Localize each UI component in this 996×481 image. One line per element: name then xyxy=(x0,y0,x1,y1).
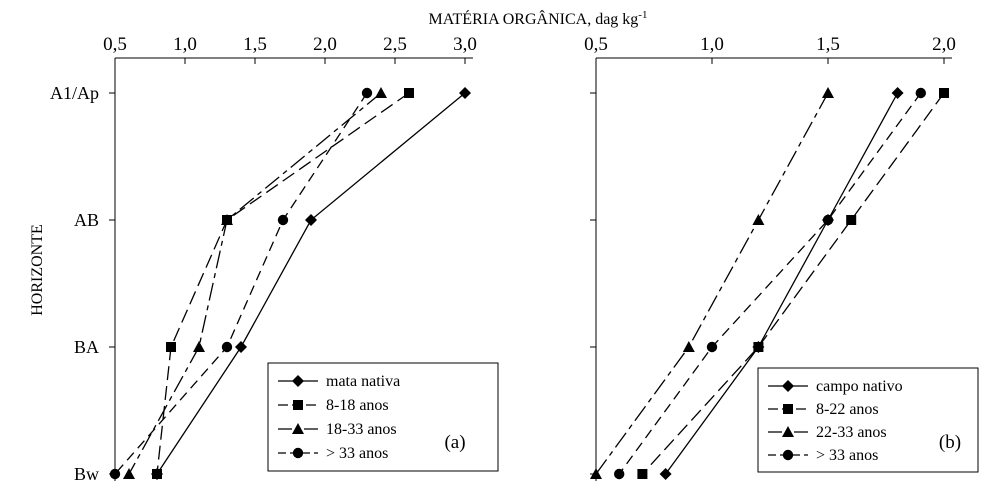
legend: campo nativo 8-22 anos 22-33 anos > 33 anos xyxy=(757,367,979,473)
data-point xyxy=(277,214,289,226)
legend-label: mata nativa xyxy=(326,373,400,390)
legend: mata nativa 8-18 anos 18-33 anos > 33 anos xyxy=(267,362,499,472)
data-point xyxy=(152,469,162,479)
y-axis-title: HORIZONTE xyxy=(29,224,46,316)
legend-marker xyxy=(293,400,303,410)
data-point xyxy=(846,215,857,225)
y-category-label: Bw xyxy=(74,464,99,481)
y-category-label: BA xyxy=(74,337,99,357)
data-point xyxy=(193,341,205,352)
data-point xyxy=(637,469,648,479)
panel-b: 0,5 1,0 1,5 2,0 campo nativo 8-22 anos 22-33 a… xyxy=(584,34,979,481)
data-point xyxy=(305,214,317,226)
legend-marker xyxy=(292,447,304,459)
data-point xyxy=(590,468,602,479)
legend-marker xyxy=(782,449,794,461)
legend-label: > 33 anos xyxy=(816,447,878,464)
data-point xyxy=(221,341,233,353)
series-line xyxy=(595,92,829,475)
legend-label: 8-18 anos xyxy=(326,397,389,414)
y-category-label: AB xyxy=(74,210,99,230)
x-tick-label: 2,0 xyxy=(313,34,337,55)
series-line xyxy=(641,92,945,475)
panel-label: (b) xyxy=(939,432,961,453)
x-tick-label: 0,5 xyxy=(103,34,127,55)
data-point xyxy=(404,88,414,98)
data-point xyxy=(109,468,121,480)
data-point xyxy=(891,87,904,99)
legend-marker xyxy=(292,423,304,434)
panel-label: (a) xyxy=(444,432,465,453)
series-line xyxy=(128,92,382,475)
x-axis-title: MATÉRIA ORGÂNICA, dag kg-1 xyxy=(429,9,648,28)
legend-marker xyxy=(292,375,304,387)
series-line xyxy=(618,92,922,475)
legend-label: campo nativo xyxy=(816,378,903,395)
legend-label: 8-22 anos xyxy=(816,401,879,418)
series-line xyxy=(114,92,368,475)
data-point xyxy=(752,214,765,225)
x-tick-label: 1,5 xyxy=(243,34,267,55)
x-tick-label: 1,0 xyxy=(700,34,724,55)
data-point xyxy=(166,342,176,352)
series-line xyxy=(156,92,466,475)
panel-a: 0,5 1,0 1,5 2,0 2,5 3,0 A1/Ap AB BA Bw mata nativa… xyxy=(50,34,499,481)
data-point xyxy=(822,87,834,98)
legend-label: 18-33 anos xyxy=(326,421,397,438)
legend-marker xyxy=(783,404,793,414)
data-point xyxy=(822,214,834,226)
data-point xyxy=(375,87,387,98)
series-line xyxy=(665,92,899,475)
data-point xyxy=(361,87,373,99)
legend-marker xyxy=(782,426,794,437)
data-point xyxy=(614,468,625,480)
x-tick-label: 1,5 xyxy=(816,34,840,55)
data-point xyxy=(235,341,247,353)
data-point xyxy=(682,341,695,352)
data-point xyxy=(915,87,926,99)
y-category-label: A1/Ap xyxy=(50,83,99,103)
data-point xyxy=(939,88,949,98)
legend-label: > 33 anos xyxy=(326,445,388,462)
x-tick-label: 2,5 xyxy=(383,34,407,55)
data-point xyxy=(753,342,764,352)
data-point xyxy=(659,468,672,480)
legend-label: 22-33 anos xyxy=(816,424,887,441)
legend-marker xyxy=(782,380,794,392)
data-point xyxy=(123,468,135,479)
x-tick-label: 2,0 xyxy=(932,34,956,55)
x-tick-label: 3,0 xyxy=(453,34,477,55)
data-point xyxy=(459,87,471,99)
data-point xyxy=(706,341,718,353)
x-tick-label: 1,0 xyxy=(173,34,197,55)
data-point xyxy=(221,214,233,225)
x-tick-label: 0,5 xyxy=(584,34,608,55)
